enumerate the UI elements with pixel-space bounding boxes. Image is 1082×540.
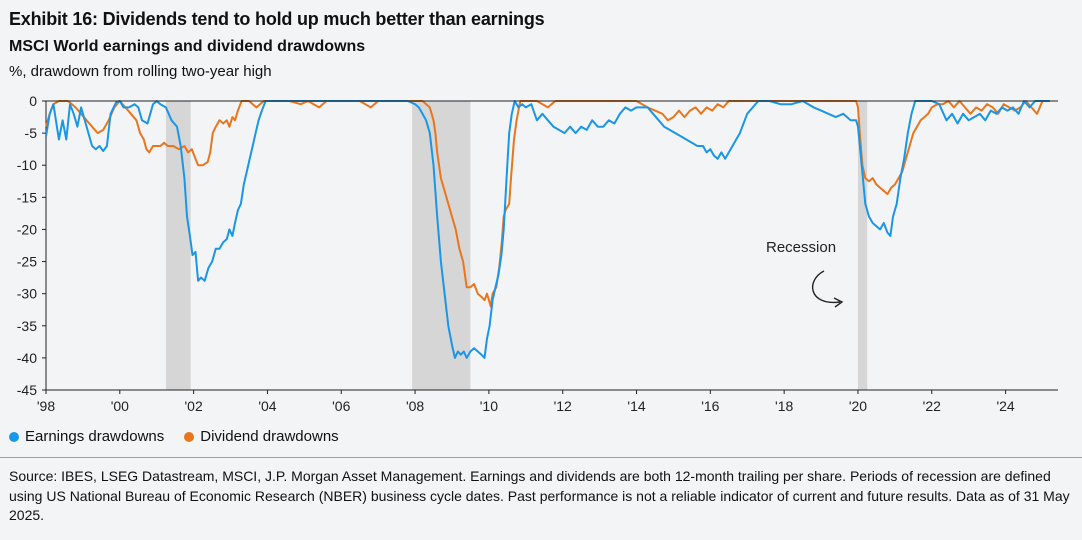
footer-divider (0, 457, 1082, 458)
recession-band-1 (412, 101, 471, 390)
x-tick-label: '08 (406, 398, 424, 414)
x-tick-label: '24 (996, 398, 1014, 414)
x-tick-label: '18 (775, 398, 793, 414)
recession-arrow (812, 270, 841, 303)
x-tick-label: '02 (185, 398, 203, 414)
legend-marker-earnings (9, 431, 19, 442)
chart-title: Exhibit 16: Dividends tend to hold up mu… (9, 9, 545, 29)
y-axis-unit-label: %, drawdown from rolling two-year high (9, 63, 272, 80)
y-tick-label: -30 (17, 286, 37, 302)
recession-arrowhead (833, 297, 844, 308)
x-tick-label: '10 (480, 398, 498, 414)
y-tick-label: -40 (17, 350, 37, 366)
legend-label-dividends: Dividend drawdowns (200, 428, 339, 445)
y-tick-label: -25 (17, 254, 37, 270)
x-tick-label: '06 (332, 398, 350, 414)
y-tick-label: -35 (17, 318, 37, 334)
legend-item-earnings: Earnings drawdowns (9, 428, 164, 445)
x-tick-label: '22 (923, 398, 941, 414)
legend-label-earnings: Earnings drawdowns (25, 428, 165, 445)
legend-item-dividends: Dividend drawdowns (184, 428, 339, 445)
y-tick-label: -10 (17, 157, 37, 173)
x-tick-label: '12 (554, 398, 572, 414)
series-lines (45, 100, 1058, 359)
earnings-drawdown-line (45, 100, 1050, 359)
legend-marker-dividends (184, 431, 195, 442)
y-tick-label: -20 (17, 221, 37, 237)
y-tick-label: 0 (29, 93, 37, 109)
x-tick-label: '14 (627, 398, 645, 414)
dividend-drawdown-line (45, 100, 1050, 308)
x-tick-label: '98 (37, 398, 55, 414)
recession-band-2 (857, 101, 868, 390)
x-tick-label: '00 (111, 398, 129, 414)
legend: Earnings drawdowns Dividend drawdowns (9, 428, 339, 445)
tick-labels: 0 -5 -10 -15 -20 -25 -30 -35 -40 -45'98 '00 '02 '04 '… (17, 93, 1015, 414)
x-tick-label: '04 (258, 398, 276, 414)
chart-subtitle: MSCI World earnings and dividend drawdow… (9, 38, 366, 55)
recession-bands (165, 101, 868, 390)
chart-plot: 0 -5 -10 -15 -20 -25 -30 -35 -40 -45'98 '00 '02 '04 '… (17, 93, 1058, 414)
recession-band-0 (165, 101, 191, 390)
recession-annotation: Recession (766, 239, 844, 308)
axes (45, 101, 1058, 391)
source-note: Source: IBES, LSEG Datastream, MSCI, J.P… (9, 468, 1070, 523)
y-tick-label: -45 (17, 382, 37, 398)
y-tick-label: -15 (17, 189, 37, 205)
y-tick-label: -5 (25, 125, 38, 141)
recession-annotation-label: Recession (766, 239, 836, 256)
x-tick-label: '16 (701, 398, 719, 414)
x-tick-label: '20 (849, 398, 867, 414)
